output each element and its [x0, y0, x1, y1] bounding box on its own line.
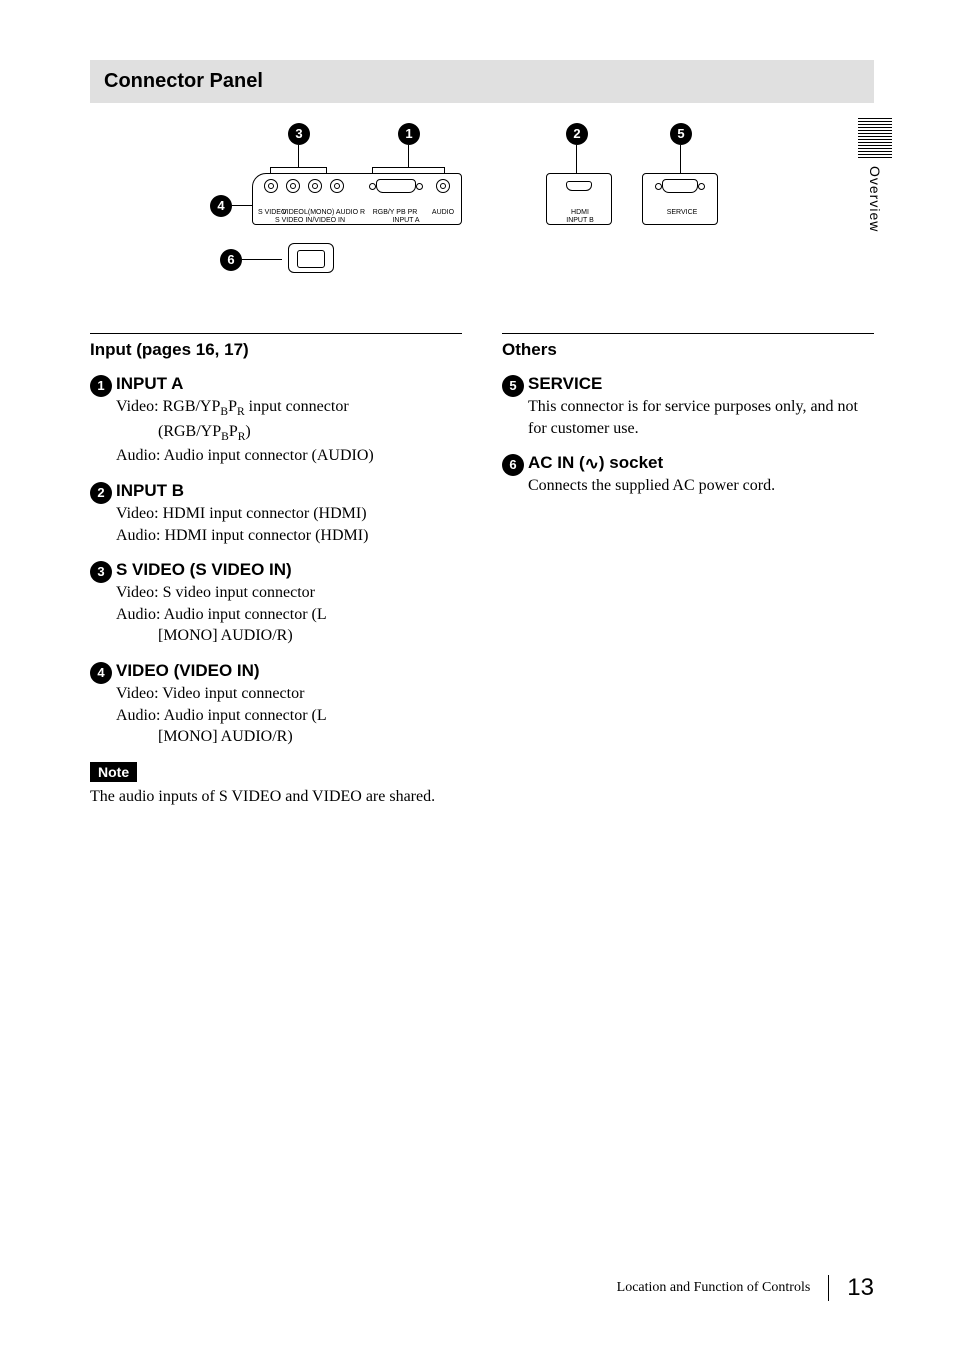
item-input-b: 2 INPUT B Video: HDMI input connector (H… [90, 481, 462, 546]
lead-line [242, 259, 282, 260]
port-svideo [264, 179, 278, 193]
num-6: 6 [502, 454, 524, 476]
callout-3: 3 [288, 123, 310, 145]
callout-5: 5 [670, 123, 692, 145]
port-acin [288, 243, 334, 273]
right-column: Others 5 SERVICE This connector is for s… [502, 333, 874, 807]
footer-text: Location and Function of Controls [617, 1280, 811, 1296]
desc-svideo: Video: S video input connector Audio: Au… [116, 582, 462, 647]
desc-service: This connector is for service purposes o… [528, 396, 874, 439]
note-badge: Note [90, 762, 137, 782]
port-video [286, 179, 300, 193]
port-rgb [376, 179, 416, 193]
page-footer: Location and Function of Controls 13 [617, 1274, 874, 1302]
section-title: Connector Panel [104, 70, 263, 92]
desc-input-b: Video: HDMI input connector (HDMI) Audio… [116, 503, 462, 546]
ac-symbol-icon: ∿ [585, 454, 599, 474]
left-column: Input (pages 16, 17) 1 INPUT A Video: RG… [90, 333, 462, 807]
lead-line [298, 145, 299, 167]
title-video: VIDEO (VIDEO IN) [116, 661, 462, 681]
note-block: Note The audio inputs of S VIDEO and VID… [90, 762, 462, 808]
lead-line [680, 145, 681, 175]
item-service: 5 SERVICE This connector is for service … [502, 374, 874, 439]
desc-acin: Connects the supplied AC power cord. [528, 475, 874, 497]
body-columns: Input (pages 16, 17) 1 INPUT A Video: RG… [90, 333, 874, 807]
footer-divider [828, 1275, 829, 1301]
label-input-a: INPUT A [386, 217, 426, 224]
num-5: 5 [502, 375, 524, 397]
lead-line [270, 167, 326, 168]
label-hdmi: HDMI [560, 209, 600, 216]
port-service [662, 179, 698, 193]
title-input-b: INPUT B [116, 481, 462, 501]
left-heading: Input (pages 16, 17) [90, 340, 462, 360]
item-input-a: 1 INPUT A Video: RGB/YPBPR input connect… [90, 374, 462, 467]
section-header: Connector Panel [90, 60, 874, 103]
label-rgby: RGB/Y PB PR [370, 209, 420, 216]
label-svideo-in: S VIDEO IN/VIDEO IN [270, 217, 350, 224]
label-lmono: L(MONO) AUDIO R [304, 209, 354, 216]
connector-diagram: 3 1 2 5 4 6 S VIDEO VIDEO L(MONO) AUDIO … [90, 123, 874, 303]
lead-line [576, 145, 577, 175]
right-heading: Others [502, 340, 874, 360]
callout-4: 4 [210, 195, 232, 217]
port-audio-r [330, 179, 344, 193]
desc-input-a: Video: RGB/YPBPR input connector (RGB/YP… [116, 396, 462, 467]
note-text: The audio inputs of S VIDEO and VIDEO ar… [90, 786, 462, 808]
title-acin: AC IN (∿) socket [528, 453, 874, 473]
label-service: SERVICE [662, 209, 702, 216]
title-input-a: INPUT A [116, 374, 462, 394]
label-audio: AUDIO [430, 209, 456, 216]
desc-video: Video: Video input connector Audio: Audi… [116, 683, 462, 748]
num-1: 1 [90, 375, 112, 397]
callout-6: 6 [220, 249, 242, 271]
num-3: 3 [90, 561, 112, 583]
item-svideo: 3 S VIDEO (S VIDEO IN) Video: S video in… [90, 560, 462, 647]
num-4: 4 [90, 662, 112, 684]
title-service: SERVICE [528, 374, 874, 394]
rule [90, 333, 462, 334]
lead-line [408, 145, 409, 167]
label-svideo: S VIDEO [258, 209, 284, 216]
callout-2: 2 [566, 123, 588, 145]
port-hdmi [566, 181, 592, 191]
port-audio-a [436, 179, 450, 193]
item-acin: 6 AC IN (∿) socket Connects the supplied… [502, 453, 874, 497]
title-svideo: S VIDEO (S VIDEO IN) [116, 560, 462, 580]
page-number: 13 [847, 1274, 874, 1302]
lead-line [372, 167, 444, 168]
label-video: VIDEO [282, 209, 304, 216]
callout-1: 1 [398, 123, 420, 145]
item-video: 4 VIDEO (VIDEO IN) Video: Video input co… [90, 661, 462, 748]
rule [502, 333, 874, 334]
lead-line [232, 205, 252, 206]
label-input-b: INPUT B [560, 217, 600, 224]
port-audio-l [308, 179, 322, 193]
num-2: 2 [90, 482, 112, 504]
